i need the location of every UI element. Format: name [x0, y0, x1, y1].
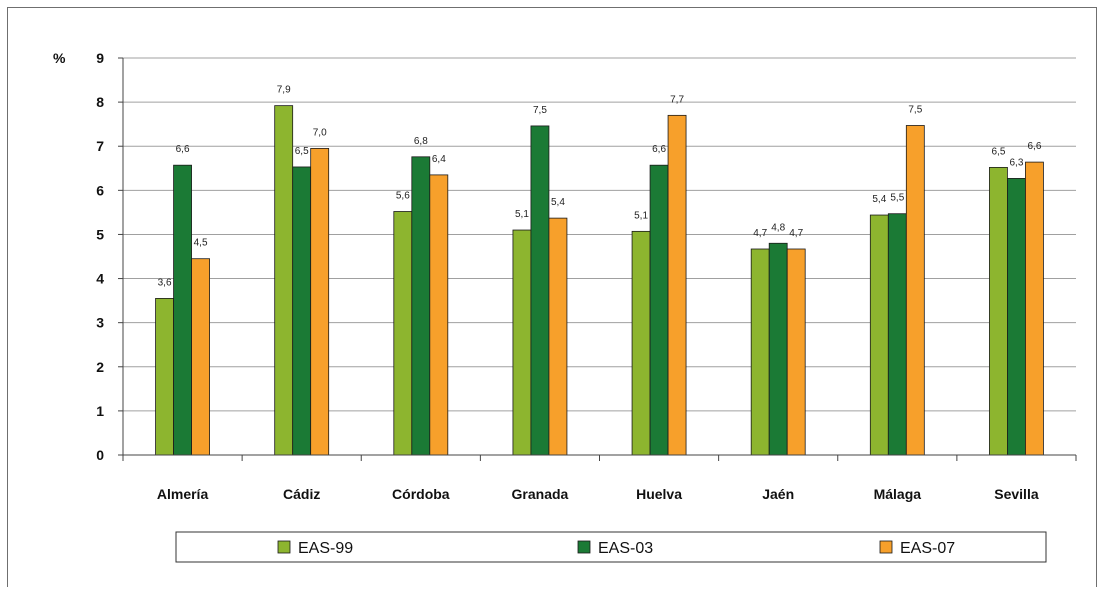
- y-tick-label: 8: [96, 94, 104, 110]
- bar-eas-07: [548, 217, 568, 456]
- x-category-label: Huelva: [636, 486, 682, 502]
- legend: EAS-99 EAS-03 EAS-07: [175, 531, 1047, 563]
- data-label: 6,6: [1027, 141, 1041, 152]
- x-category-label: Cádiz: [283, 486, 320, 502]
- y-tick-label: 2: [96, 359, 104, 375]
- y-axis-label: %: [53, 50, 66, 66]
- data-label: 6,5: [295, 146, 309, 157]
- bar-series: [155, 105, 1044, 456]
- bar-eas-99: [274, 105, 294, 456]
- y-tick-label: 4: [96, 271, 104, 287]
- data-label: 6,6: [652, 144, 666, 155]
- data-label: 6,3: [1009, 157, 1023, 168]
- bar-eas-07: [667, 114, 687, 456]
- y-tick-label: 1: [96, 403, 104, 419]
- bar-eas-99: [512, 229, 532, 456]
- bar-eas-07: [905, 125, 925, 456]
- y-tick-label: 0: [96, 447, 104, 463]
- data-label: 5,4: [872, 194, 886, 205]
- bar-eas-07: [786, 248, 806, 456]
- data-label: 4,5: [194, 238, 208, 249]
- bar-eas-03: [173, 164, 192, 456]
- data-label: 4,7: [753, 228, 767, 239]
- data-label: 7,5: [533, 105, 547, 116]
- y-tick-label: 6: [96, 182, 104, 198]
- data-label: 7,5: [908, 104, 922, 115]
- bar-eas-03: [649, 164, 669, 456]
- data-label: 6,5: [991, 146, 1005, 157]
- bar-eas-03: [1007, 178, 1026, 456]
- data-label: 5,1: [634, 210, 648, 221]
- x-category-label: Jaén: [762, 486, 794, 502]
- data-label: 5,6: [396, 191, 410, 202]
- data-label: 7,9: [277, 85, 291, 96]
- bar-eas-03: [768, 242, 788, 456]
- bar-eas-07: [310, 148, 330, 456]
- y-tick-labels: 0 1 2 3 4 5 6 7 8 9: [96, 50, 104, 463]
- data-label: 6,4: [432, 154, 446, 165]
- data-label: 5,4: [551, 197, 565, 208]
- data-label: 5,1: [515, 209, 529, 220]
- y-tick-label: 7: [96, 138, 104, 154]
- x-category-labels: Almería Cádiz Córdoba Granada Huelva Jaén Mála…: [157, 486, 1039, 502]
- bar-eas-03: [887, 213, 907, 456]
- x-category-label: Granada: [512, 486, 569, 502]
- legend-label: EAS-07: [900, 540, 955, 557]
- data-label: 7,7: [670, 94, 684, 105]
- bar-eas-99: [631, 230, 651, 456]
- legend-label: EAS-03: [598, 540, 653, 557]
- axes: [122, 58, 1077, 461]
- bar-eas-99: [393, 211, 413, 456]
- bar-eas-03: [411, 156, 431, 456]
- x-category-label: Almería: [157, 486, 209, 502]
- y-tick-label: 9: [96, 50, 104, 66]
- chart-frame: [7, 7, 1097, 587]
- bar-eas-07: [1025, 161, 1044, 456]
- data-labels: 3,6 6,6 4,5 7,9 6,5 7,0 5,6 6,8 6,4 5,1 7,5 5,4 5,1 6…: [158, 85, 1042, 289]
- bar-eas-99: [869, 214, 889, 456]
- data-label: 3,6: [158, 277, 172, 288]
- legend-label: EAS-99: [298, 540, 353, 557]
- bar-eas-03: [530, 125, 550, 456]
- legend-swatch: [577, 540, 591, 554]
- gridlines: [118, 57, 1076, 456]
- bar-eas-07: [429, 174, 449, 456]
- data-label: 6,6: [176, 144, 190, 155]
- data-label: 4,7: [789, 228, 803, 239]
- data-label: 5,5: [890, 193, 904, 204]
- x-category-label: Málaga: [874, 486, 922, 502]
- y-tick-label: 3: [96, 315, 104, 331]
- bar-eas-03: [292, 166, 312, 456]
- legend-swatch: [879, 540, 893, 554]
- x-category-label: Córdoba: [392, 486, 450, 502]
- legend-box: [175, 531, 1047, 563]
- bar-eas-99: [155, 298, 174, 456]
- data-label: 4,8: [771, 222, 785, 233]
- data-label: 6,8: [414, 136, 428, 147]
- bar-eas-07: [191, 258, 210, 456]
- bar-eas-99: [750, 248, 770, 456]
- x-category-label: Sevilla: [994, 486, 1039, 502]
- bar-eas-99: [989, 166, 1008, 456]
- y-tick-label: 5: [96, 226, 104, 242]
- data-label: 7,0: [313, 127, 327, 138]
- legend-swatch: [277, 540, 291, 554]
